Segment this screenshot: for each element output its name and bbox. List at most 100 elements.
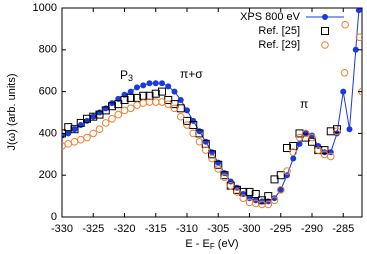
y-tick-label: 200 xyxy=(39,169,57,181)
circle-marker xyxy=(195,137,204,146)
annotation: P3 xyxy=(120,68,133,83)
circle-marker xyxy=(170,104,179,113)
circle-marker xyxy=(77,122,84,129)
circle-marker xyxy=(283,167,291,175)
square-marker xyxy=(189,121,198,130)
square-marker xyxy=(289,141,298,150)
y-tick-label: 400 xyxy=(39,127,57,139)
circle-marker xyxy=(165,83,172,90)
square-marker xyxy=(264,192,273,201)
circle-marker xyxy=(214,165,223,173)
square-marker xyxy=(239,187,248,196)
circle-marker xyxy=(340,88,347,95)
circle-marker xyxy=(126,104,135,113)
circle-marker xyxy=(65,130,72,137)
square-marker xyxy=(139,91,148,100)
square-marker xyxy=(270,175,279,184)
circle-marker xyxy=(341,20,349,29)
square-marker xyxy=(95,110,104,119)
plot-frame xyxy=(61,7,363,218)
square-marker xyxy=(70,125,79,134)
annotation: π xyxy=(300,97,308,111)
circle-marker xyxy=(220,173,229,182)
circle-marker xyxy=(289,148,298,157)
circle-marker xyxy=(151,98,160,106)
circle-marker xyxy=(96,109,103,116)
square-marker xyxy=(108,102,116,111)
square-marker xyxy=(89,112,98,121)
circle-marker xyxy=(296,140,303,147)
circle-marker xyxy=(295,133,304,142)
circle-marker xyxy=(264,200,273,209)
square-marker xyxy=(308,137,316,146)
square-marker xyxy=(326,127,335,136)
circle-marker xyxy=(301,129,310,138)
x-tick-label: -290 xyxy=(301,223,323,235)
square-marker xyxy=(301,133,310,142)
circle-marker xyxy=(70,137,79,146)
legend-label: Ref. [25] xyxy=(258,25,300,37)
x-tick-label: -315 xyxy=(145,223,167,235)
square-marker xyxy=(208,150,216,159)
y-tick-label: 600 xyxy=(39,86,57,98)
circle-marker xyxy=(322,14,328,20)
circle-marker xyxy=(189,129,198,138)
annotation: π+σ xyxy=(180,67,203,81)
circle-marker xyxy=(71,126,78,133)
square-marker xyxy=(258,196,266,205)
circle-marker xyxy=(184,107,190,114)
circle-marker xyxy=(171,88,178,95)
square-marker xyxy=(251,190,260,199)
circle-marker xyxy=(120,106,129,115)
circle-marker xyxy=(302,130,309,137)
circle-marker xyxy=(183,121,191,129)
x-tick-label: -310 xyxy=(176,223,198,235)
square-marker xyxy=(101,106,110,115)
square-marker xyxy=(245,187,254,196)
circle-marker xyxy=(127,88,134,95)
circle-marker xyxy=(271,195,278,202)
square-marker xyxy=(295,129,304,138)
square-marker xyxy=(133,93,141,102)
plot-data xyxy=(62,8,362,209)
square-marker xyxy=(321,27,329,35)
annotation-main: P xyxy=(120,68,128,82)
circle-marker xyxy=(308,133,316,142)
circle-marker xyxy=(89,129,98,138)
circle-marker xyxy=(139,99,148,107)
x-tick-label: -330 xyxy=(51,223,73,235)
circle-marker xyxy=(270,196,279,205)
circle-marker xyxy=(102,105,109,112)
square-marker xyxy=(151,89,160,98)
square-marker xyxy=(220,171,229,180)
circle-marker xyxy=(177,96,184,103)
circle-marker xyxy=(159,80,165,87)
circle-marker xyxy=(202,138,209,145)
square-marker xyxy=(170,100,179,109)
circle-marker xyxy=(164,100,173,108)
circle-marker xyxy=(84,117,90,124)
square-marker xyxy=(176,104,185,113)
circle-marker xyxy=(352,46,359,53)
square-marker xyxy=(64,123,73,132)
circle-marker xyxy=(101,119,110,127)
circle-marker xyxy=(208,154,216,163)
legend-label: XPS 800 eV xyxy=(240,11,301,23)
x-tick-label: -320 xyxy=(113,223,135,235)
square-marker xyxy=(276,171,285,180)
x-tick-label: -305 xyxy=(207,223,229,235)
circle-marker xyxy=(64,140,73,148)
circle-marker xyxy=(346,126,353,133)
circle-marker xyxy=(334,130,340,137)
square-marker xyxy=(145,91,154,100)
circle-marker xyxy=(276,186,285,194)
square-marker xyxy=(120,95,129,104)
square-marker xyxy=(233,185,241,194)
circle-marker xyxy=(314,146,323,154)
x-tick-label: -295 xyxy=(270,223,292,235)
circle-marker xyxy=(140,82,147,89)
square-marker xyxy=(158,87,166,96)
circle-marker xyxy=(355,8,362,14)
circle-marker xyxy=(114,110,123,119)
circle-marker xyxy=(190,117,197,124)
